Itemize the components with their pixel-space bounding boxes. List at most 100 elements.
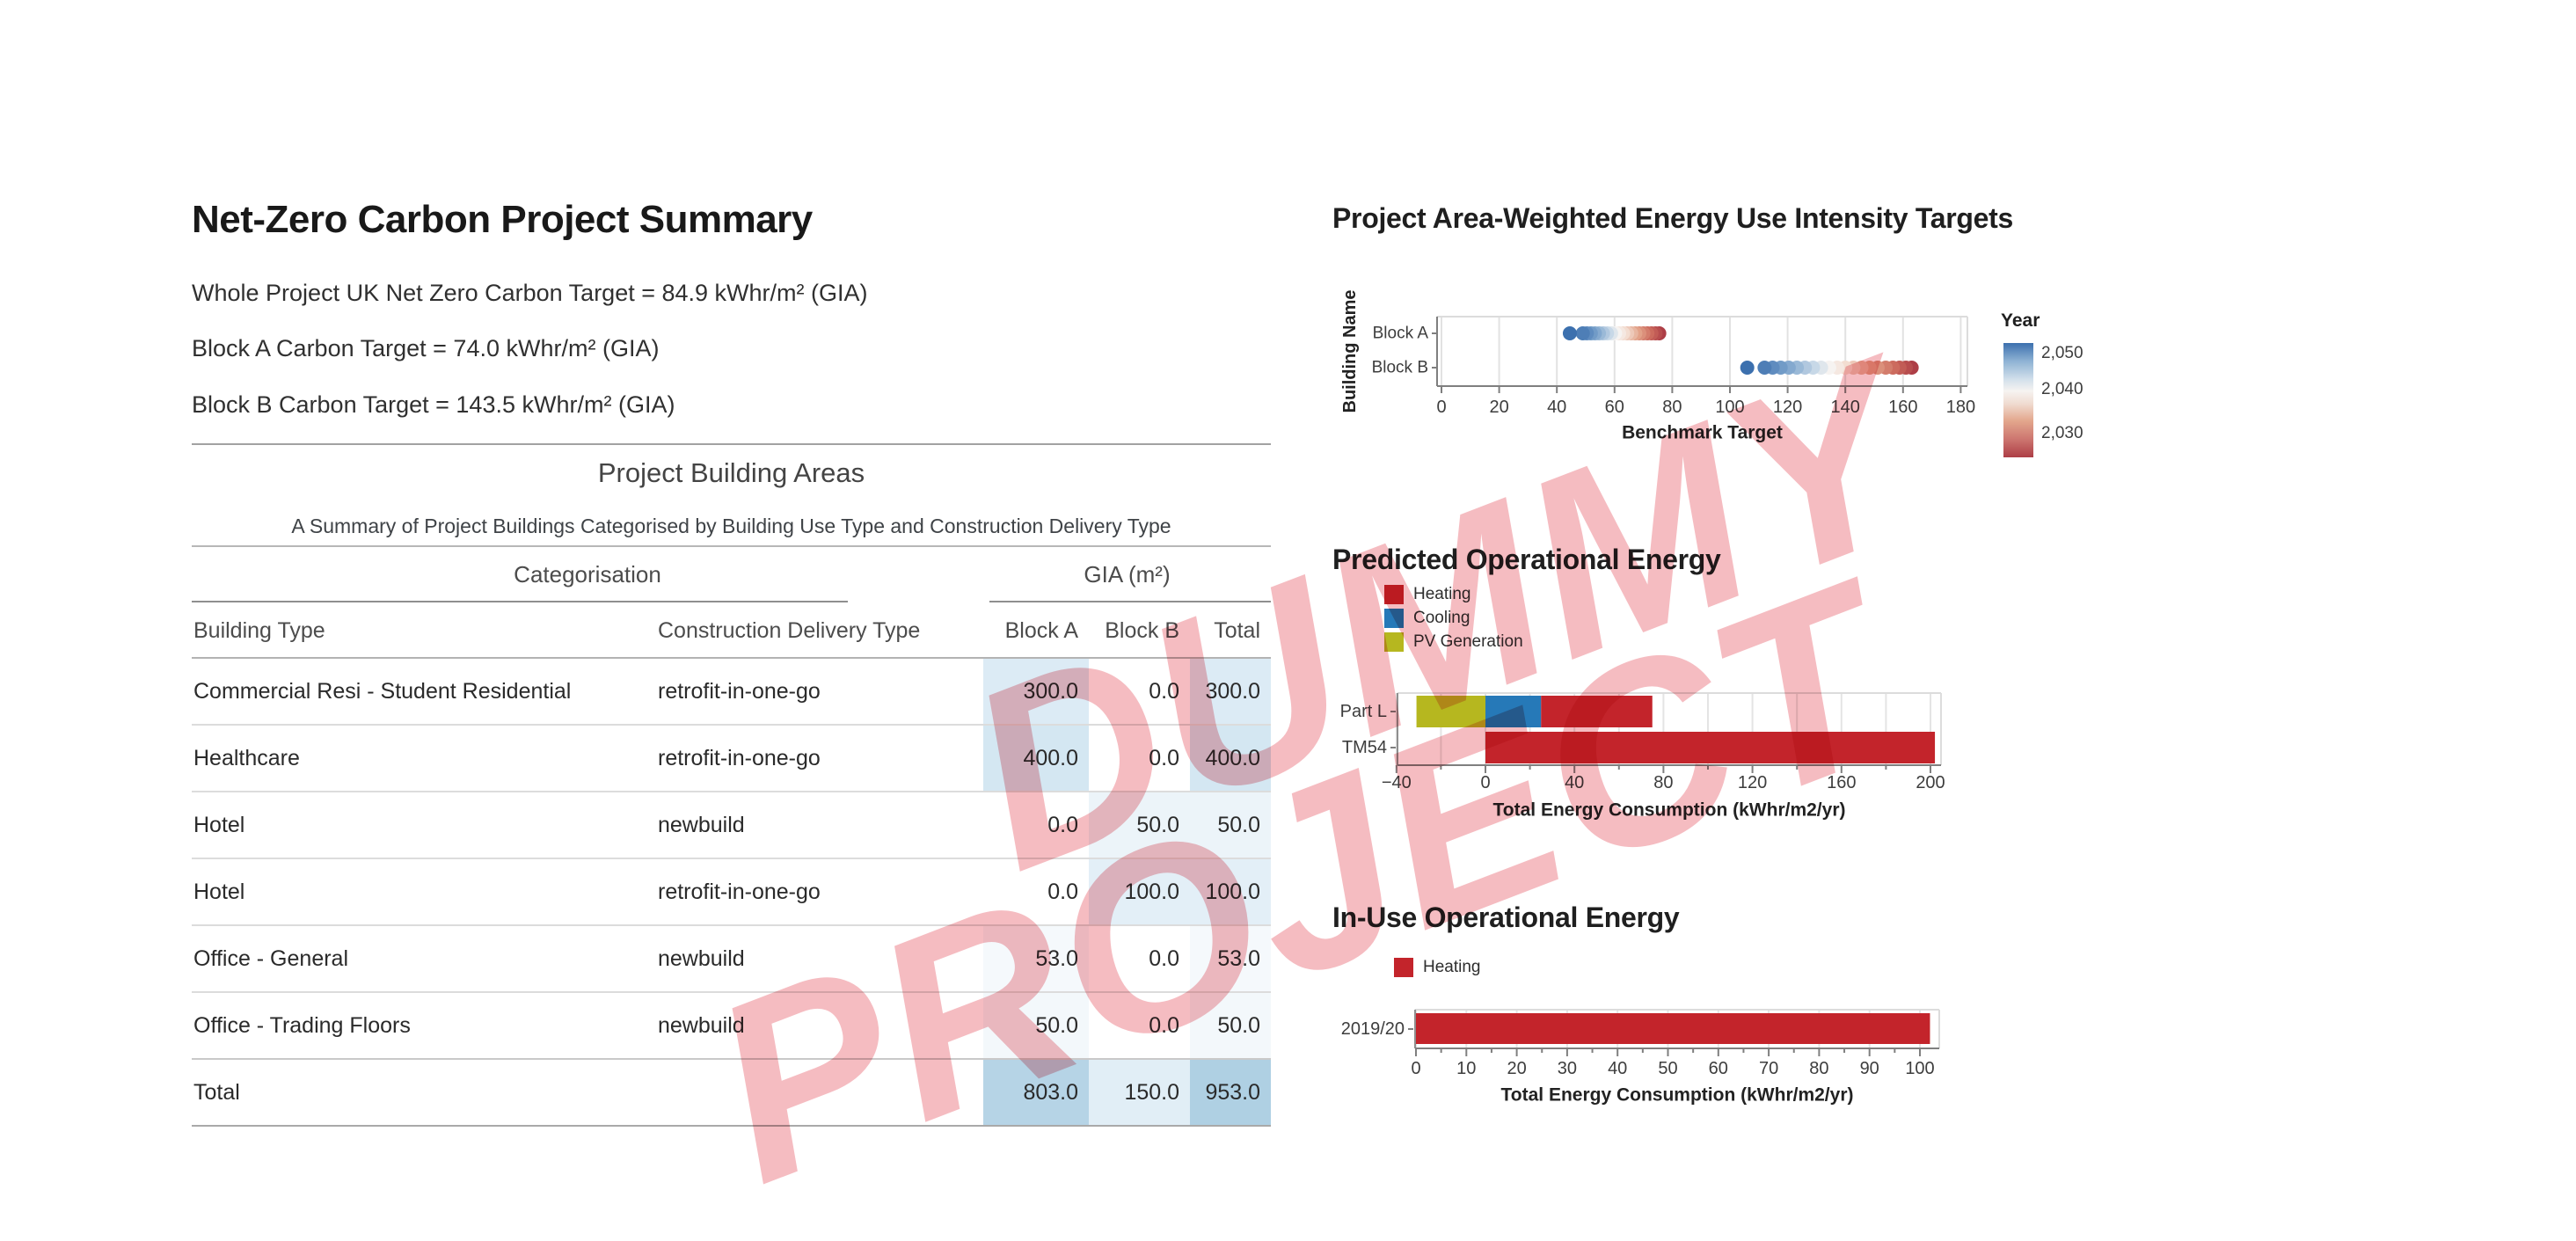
table-cell: 50.0 <box>1089 792 1190 858</box>
legend-label: Heating <box>1423 958 1481 976</box>
tick-label: 60 <box>1605 398 1624 417</box>
table-cell: retrofit-in-one-go <box>658 879 821 904</box>
tick-label: 80 <box>1809 1059 1828 1078</box>
table-row: Commercial Resi - Student Residential ret… <box>192 659 1271 724</box>
inuse-energy-plot: 2019/20 0 10 20 30 40 50 60 70 80 90 100 Total Energ… <box>1341 1009 1940 1106</box>
predicted-energy-chart-title: Predicted Operational Energy <box>1332 543 1721 575</box>
table-cell: 100.0 <box>1190 859 1271 924</box>
tick-label: 140 <box>1831 398 1860 417</box>
table-cell: 0.0 <box>1047 812 1078 837</box>
tick-label: 180 <box>1946 398 1975 417</box>
colorbar-label-2050: 2,050 <box>2041 344 2083 362</box>
tick-label: 200 <box>1916 773 1945 792</box>
eui-targets-chart: 0 20 40 60 80 100 120 140 160 180 Block A Block B Be… <box>1332 172 2177 510</box>
table-body: Commercial Resi - Student Residential ret… <box>192 659 1271 1127</box>
table-cell: Commercial Resi - Student Residential <box>193 678 572 704</box>
column-header-building-type: Building Type <box>193 617 325 643</box>
project-building-areas-table: Project Building Areas A Summary of Proj… <box>192 431 1271 1127</box>
table-subtitle-rule <box>192 545 1271 547</box>
table-header-row: Building Type Construction Delivery Type B… <box>192 604 1271 659</box>
legend-swatch-pv-generation <box>1384 632 1404 652</box>
tick-label: −40 <box>1382 773 1412 792</box>
x-axis-title: Benchmark Target <box>1622 423 1783 443</box>
tick-label: 0 <box>1480 773 1490 792</box>
spanner-gia: GIA (m²) <box>1084 561 1171 588</box>
table-cell: 953.0 <box>1190 1060 1271 1125</box>
table-cell: 50.0 <box>1190 993 1271 1058</box>
table-top-rule <box>192 443 1271 445</box>
tick-label: 40 <box>1608 1059 1627 1078</box>
table-row: Hotel retrofit-in-one-go 0.0 100.0 100.0 <box>192 858 1271 924</box>
bar-segment-pv-generation <box>1416 696 1485 727</box>
tick-label: 0 <box>1436 398 1446 417</box>
scatter-point <box>1740 361 1755 375</box>
table-cell <box>649 1060 983 1125</box>
predicted-energy-plot: Part L TM54 −40 0 40 80 120 160 200 Total Energy … <box>1340 692 1945 821</box>
table-cell: Office - Trading Floors <box>193 1012 411 1038</box>
spanner-categorisation: Categorisation <box>514 561 661 588</box>
legend-label: Cooling <box>1413 609 1470 627</box>
bar-segment-heating <box>1485 732 1936 763</box>
table-cell: 300.0 <box>983 659 1089 724</box>
tick-label: 80 <box>1653 773 1673 792</box>
tick-label: 0 <box>1411 1059 1420 1078</box>
bar-segment-cooling <box>1485 696 1542 727</box>
scatter-point <box>1757 361 1772 375</box>
predicted-energy-chart: Part L TM54 −40 0 40 80 120 160 200 Total Energy … <box>1332 515 2177 844</box>
page-title: Net-Zero Carbon Project Summary <box>192 198 813 242</box>
tick-label: 70 <box>1759 1059 1778 1078</box>
table-cell: Total <box>193 1079 240 1105</box>
tick-label: 30 <box>1558 1059 1577 1078</box>
legend-swatch-cooling <box>1384 609 1404 628</box>
tick-label: 90 <box>1860 1059 1879 1078</box>
table-cell: Hotel <box>193 812 245 837</box>
block-a-target-line: Block A Carbon Target = 74.0 kWhr/m² (GI… <box>192 335 660 361</box>
eui-targets-chart-title: Project Area-Weighted Energy Use Intensi… <box>1332 201 2013 234</box>
table-cell: 0.0 <box>1149 678 1179 704</box>
tick-label: 40 <box>1565 773 1584 792</box>
legend-label: Heating <box>1413 585 1471 603</box>
column-header-block-b: Block B <box>1105 617 1179 643</box>
tick-label: 100 <box>1905 1059 1934 1078</box>
tick-label: 60 <box>1709 1059 1728 1078</box>
tick-label: 50 <box>1658 1059 1677 1078</box>
scatter-point <box>1562 326 1577 340</box>
y-axis-title: Building Name <box>1340 289 1360 412</box>
bar-segment-heating <box>1416 1013 1930 1044</box>
table-cell: retrofit-in-one-go <box>658 745 821 770</box>
year-colorbar <box>2003 343 2033 457</box>
legend-label: PV Generation <box>1413 632 1523 651</box>
legend-swatch-heating <box>1394 958 1413 977</box>
table-spanner-row: Categorisation GIA (m²) <box>192 547 1271 604</box>
table-subtitle: A Summary of Project Buildings Categoris… <box>291 514 1171 537</box>
table-cell: Office - General <box>193 945 349 971</box>
table-row: Office - General newbuild 53.0 0.0 53.0 <box>192 924 1271 991</box>
table-cell: 53.0 <box>983 926 1089 991</box>
inuse-energy-chart-title: In-Use Operational Energy <box>1332 901 1680 933</box>
table-cell: 100.0 <box>1089 859 1190 924</box>
colorbar-label-2040: 2,040 <box>2041 380 2083 398</box>
eui-targets-plot: 0 20 40 60 80 100 120 140 160 180 Block A Block B Be… <box>1340 289 1975 443</box>
category-label: Part L <box>1340 702 1387 721</box>
table-title: Project Building Areas <box>597 457 865 488</box>
table-cell: newbuild <box>658 812 745 837</box>
tick-label: 80 <box>1662 398 1682 417</box>
spanner-underline-right <box>989 601 1271 602</box>
tick-label: 20 <box>1507 1059 1526 1078</box>
tick-label: 100 <box>1715 398 1744 417</box>
table-cell: 400.0 <box>1190 726 1271 791</box>
table-cell: 300.0 <box>1190 659 1271 724</box>
tick-label: 160 <box>1827 773 1856 792</box>
table-cell: newbuild <box>658 945 745 971</box>
table-cell: 400.0 <box>983 726 1089 791</box>
category-label: 2019/20 <box>1341 1019 1405 1039</box>
table-row: Office - Trading Floors newbuild 50.0 0.0 50… <box>192 991 1271 1058</box>
block-b-target-line: Block B Carbon Target = 143.5 kWhr/m² (G… <box>192 391 675 418</box>
table-cell: 0.0 <box>1149 745 1179 770</box>
table-row: Hotel newbuild 0.0 50.0 50.0 <box>192 791 1271 858</box>
column-header-block-a: Block A <box>1004 617 1078 643</box>
table-cell: retrofit-in-one-go <box>658 678 821 704</box>
whole-project-target-line: Whole Project UK Net Zero Carbon Target … <box>192 280 868 306</box>
table-cell: 0.0 <box>1047 879 1078 904</box>
tick-label: 160 <box>1888 398 1917 417</box>
